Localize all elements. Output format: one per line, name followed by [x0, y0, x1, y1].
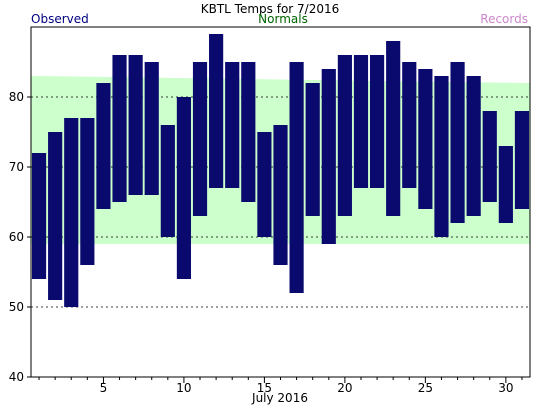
observed-bar-day-10: [176, 97, 192, 279]
observed-bar-day-23: [386, 41, 401, 216]
observed-bar-day-28: [466, 76, 481, 216]
observed-bars: [31, 34, 530, 307]
observed-bar-day-29: [482, 111, 497, 202]
x-tick-label-30: 30: [498, 381, 513, 395]
observed-bar-day-17: [289, 62, 304, 293]
observed-bar-day-18: [305, 83, 320, 216]
x-tick-label-5: 5: [100, 381, 108, 395]
observed-bar-day-22: [369, 55, 385, 188]
legend-observed: Observed: [31, 12, 89, 26]
y-tick-label-50: 50: [9, 300, 24, 314]
legend-records: Records: [480, 12, 528, 26]
observed-bar-day-7: [128, 55, 143, 195]
observed-bar-day-13: [225, 62, 240, 188]
y-axis-ticks: 40 50 60 70 80: [9, 90, 31, 384]
y-tick-label-60: 60: [9, 230, 24, 244]
observed-bar-day-30: [498, 146, 513, 223]
observed-bar-day-31: [514, 111, 530, 209]
observed-bar-day-25: [418, 69, 433, 209]
observed-bar-day-4: [80, 118, 95, 265]
x-axis-ticks: 5 10 15 20 25 30: [38, 377, 523, 395]
observed-bar-day-5: [96, 83, 111, 209]
observed-bar-day-20: [337, 55, 352, 216]
observed-bar-day-8: [144, 62, 159, 195]
chart-title: KBTL Temps for 7/2016: [201, 2, 340, 16]
legend-normals: Normals: [258, 12, 308, 26]
observed-bar-day-11: [192, 62, 208, 216]
observed-bar-day-12: [209, 34, 224, 188]
x-tick-label-15: 15: [257, 381, 272, 395]
observed-bar-day-9: [160, 125, 175, 237]
y-tick-label-40: 40: [9, 370, 24, 384]
x-tick-label-25: 25: [418, 381, 433, 395]
observed-bar-day-1: [31, 153, 47, 279]
observed-bar-day-14: [241, 62, 256, 202]
observed-bar-day-24: [402, 62, 417, 188]
observed-bar-day-21: [353, 55, 369, 188]
x-tick-label-10: 10: [176, 381, 191, 395]
observed-bar-day-6: [112, 55, 127, 202]
x-tick-label-20: 20: [337, 381, 352, 395]
y-tick-label-80: 80: [9, 90, 24, 104]
observed-bar-day-19: [321, 69, 336, 244]
observed-bar-day-3: [64, 118, 79, 307]
observed-bar-day-2: [48, 132, 63, 300]
observed-bar-day-26: [434, 76, 449, 237]
observed-bar-day-27: [450, 62, 465, 223]
observed-bar-day-15: [257, 132, 272, 237]
observed-bar-day-16: [273, 125, 288, 265]
x-axis-label: July 2016: [251, 391, 308, 405]
y-tick-label-70: 70: [9, 160, 24, 174]
